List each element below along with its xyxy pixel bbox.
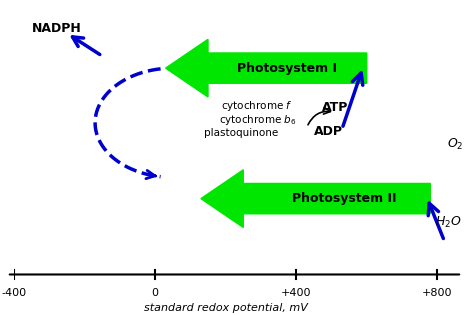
- Text: Photosystem II: Photosystem II: [292, 192, 396, 205]
- Text: standard redox potential, mV: standard redox potential, mV: [144, 303, 308, 313]
- Text: cytochrome $f$: cytochrome $f$: [221, 99, 293, 113]
- Text: ATP: ATP: [322, 101, 348, 114]
- Text: plastoquinone: plastoquinone: [204, 129, 279, 138]
- Text: NADPH: NADPH: [31, 22, 81, 35]
- Text: cytochrome $b_6$: cytochrome $b_6$: [219, 113, 296, 127]
- Text: Photosystem I: Photosystem I: [237, 62, 337, 75]
- Text: ADP: ADP: [313, 125, 342, 138]
- Text: $O_2$: $O_2$: [447, 136, 463, 152]
- FancyArrow shape: [165, 39, 367, 97]
- FancyArrow shape: [201, 170, 430, 227]
- Text: 0: 0: [152, 288, 159, 298]
- Text: +400: +400: [281, 288, 311, 298]
- Text: -400: -400: [1, 288, 27, 298]
- Text: +800: +800: [422, 288, 453, 298]
- Text: $H_2O$: $H_2O$: [435, 215, 461, 231]
